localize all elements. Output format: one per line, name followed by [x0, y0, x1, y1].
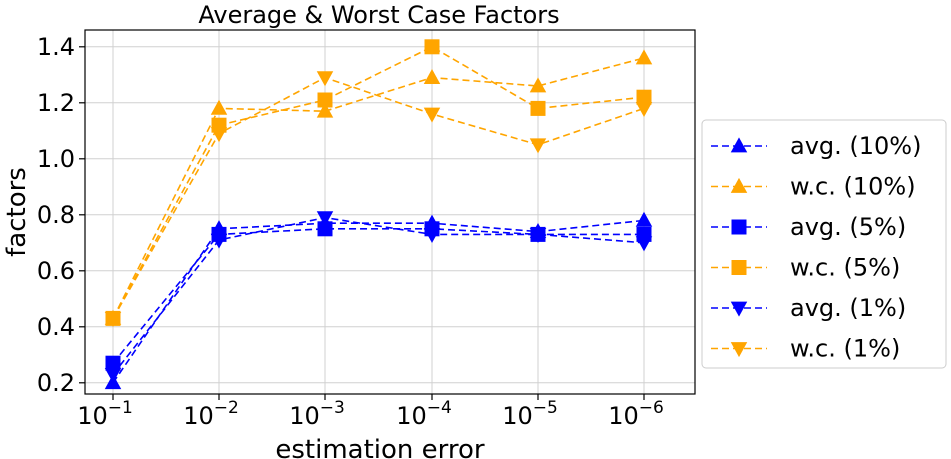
legend-item: w.c. (5%)	[711, 254, 900, 282]
y-tick-label: 0.6	[37, 257, 75, 285]
data-point	[635, 211, 653, 227]
data-point	[530, 100, 546, 116]
legend-label: w.c. (10%)	[790, 173, 916, 201]
x-tick-label: 10−4	[396, 398, 452, 430]
x-tick-label: 10−6	[608, 398, 664, 430]
legend-frame	[701, 119, 947, 369]
series-w-c-1	[104, 71, 653, 328]
legend: avg. (10%) w.c. (10%) avg. (5%) w.c. (5%) av…	[701, 119, 947, 369]
series-line	[112, 57, 645, 319]
chart-title: Average & Worst Case Factors	[198, 1, 559, 29]
data-point	[316, 211, 334, 227]
legend-marker	[731, 260, 747, 275]
series-line	[112, 76, 645, 319]
y-tick-label: 1.0	[37, 145, 75, 173]
data-point	[104, 312, 122, 328]
legend-item: w.c. (1%)	[711, 335, 900, 363]
legend-label: w.c. (1%)	[790, 335, 900, 363]
series-layer	[104, 39, 653, 390]
series-avg-10	[104, 211, 653, 390]
legend-label: avg. (5%)	[790, 213, 906, 241]
legend-marker	[730, 342, 748, 358]
data-point	[316, 71, 334, 87]
y-tick-label: 0.2	[37, 369, 75, 397]
data-point	[529, 138, 547, 154]
series-avg-5	[105, 221, 652, 371]
legend-marker	[730, 137, 748, 153]
legend-label: avg. (1%)	[790, 294, 906, 322]
y-tick-label: 0.8	[37, 201, 75, 229]
x-tick-label: 10−3	[289, 398, 345, 430]
data-point	[529, 77, 547, 93]
data-point	[636, 89, 652, 105]
y-tick-label: 0.4	[37, 313, 75, 341]
legend-marker	[730, 301, 748, 317]
legend-item: avg. (1%)	[711, 294, 906, 322]
data-point	[210, 99, 228, 115]
legend-marker	[730, 177, 748, 193]
y-axis-ticks: 0.2 0.4 0.6 0.8 1.0 1.2 1.4	[37, 33, 85, 397]
x-tick-label: 10−5	[502, 398, 558, 430]
x-tick-label: 10−1	[77, 398, 133, 430]
data-point	[210, 127, 228, 143]
data-point	[210, 233, 228, 249]
data-point	[529, 228, 547, 244]
y-tick-label: 1.4	[37, 33, 75, 61]
plot-frame	[84, 29, 696, 395]
legend-item: w.c. (10%)	[711, 173, 916, 201]
legend-item: avg. (5%)	[711, 213, 906, 241]
legend-label: avg. (10%)	[790, 132, 921, 160]
data-point	[423, 228, 441, 244]
series-line	[112, 216, 645, 375]
data-point	[317, 92, 333, 108]
data-point	[635, 49, 653, 65]
data-point	[635, 102, 653, 118]
data-point	[317, 221, 333, 237]
series-w-c-10	[104, 49, 653, 325]
series-avg-1	[104, 211, 653, 384]
data-point	[423, 107, 441, 123]
series-line	[112, 219, 645, 384]
data-point	[423, 68, 441, 84]
data-point	[635, 236, 653, 252]
data-point	[424, 39, 440, 55]
x-axis-ticks: 10−1 10−2 10−3 10−4 10−5 10−6	[77, 394, 664, 430]
series-line	[112, 45, 645, 319]
y-tick-label: 1.2	[37, 89, 75, 117]
series-line	[112, 228, 644, 364]
data-point	[105, 355, 121, 371]
legend-item: avg. (10%)	[711, 132, 921, 160]
x-tick-label: 10−2	[183, 398, 239, 430]
grid-lines	[85, 30, 695, 394]
data-point	[316, 102, 334, 118]
series-w-c-5	[105, 39, 652, 326]
legend-label: w.c. (5%)	[790, 254, 900, 282]
legend-marker	[731, 219, 747, 235]
y-axis-label: factors	[2, 167, 32, 257]
data-point	[104, 368, 122, 384]
x-axis-label: estimation error	[275, 435, 485, 459]
